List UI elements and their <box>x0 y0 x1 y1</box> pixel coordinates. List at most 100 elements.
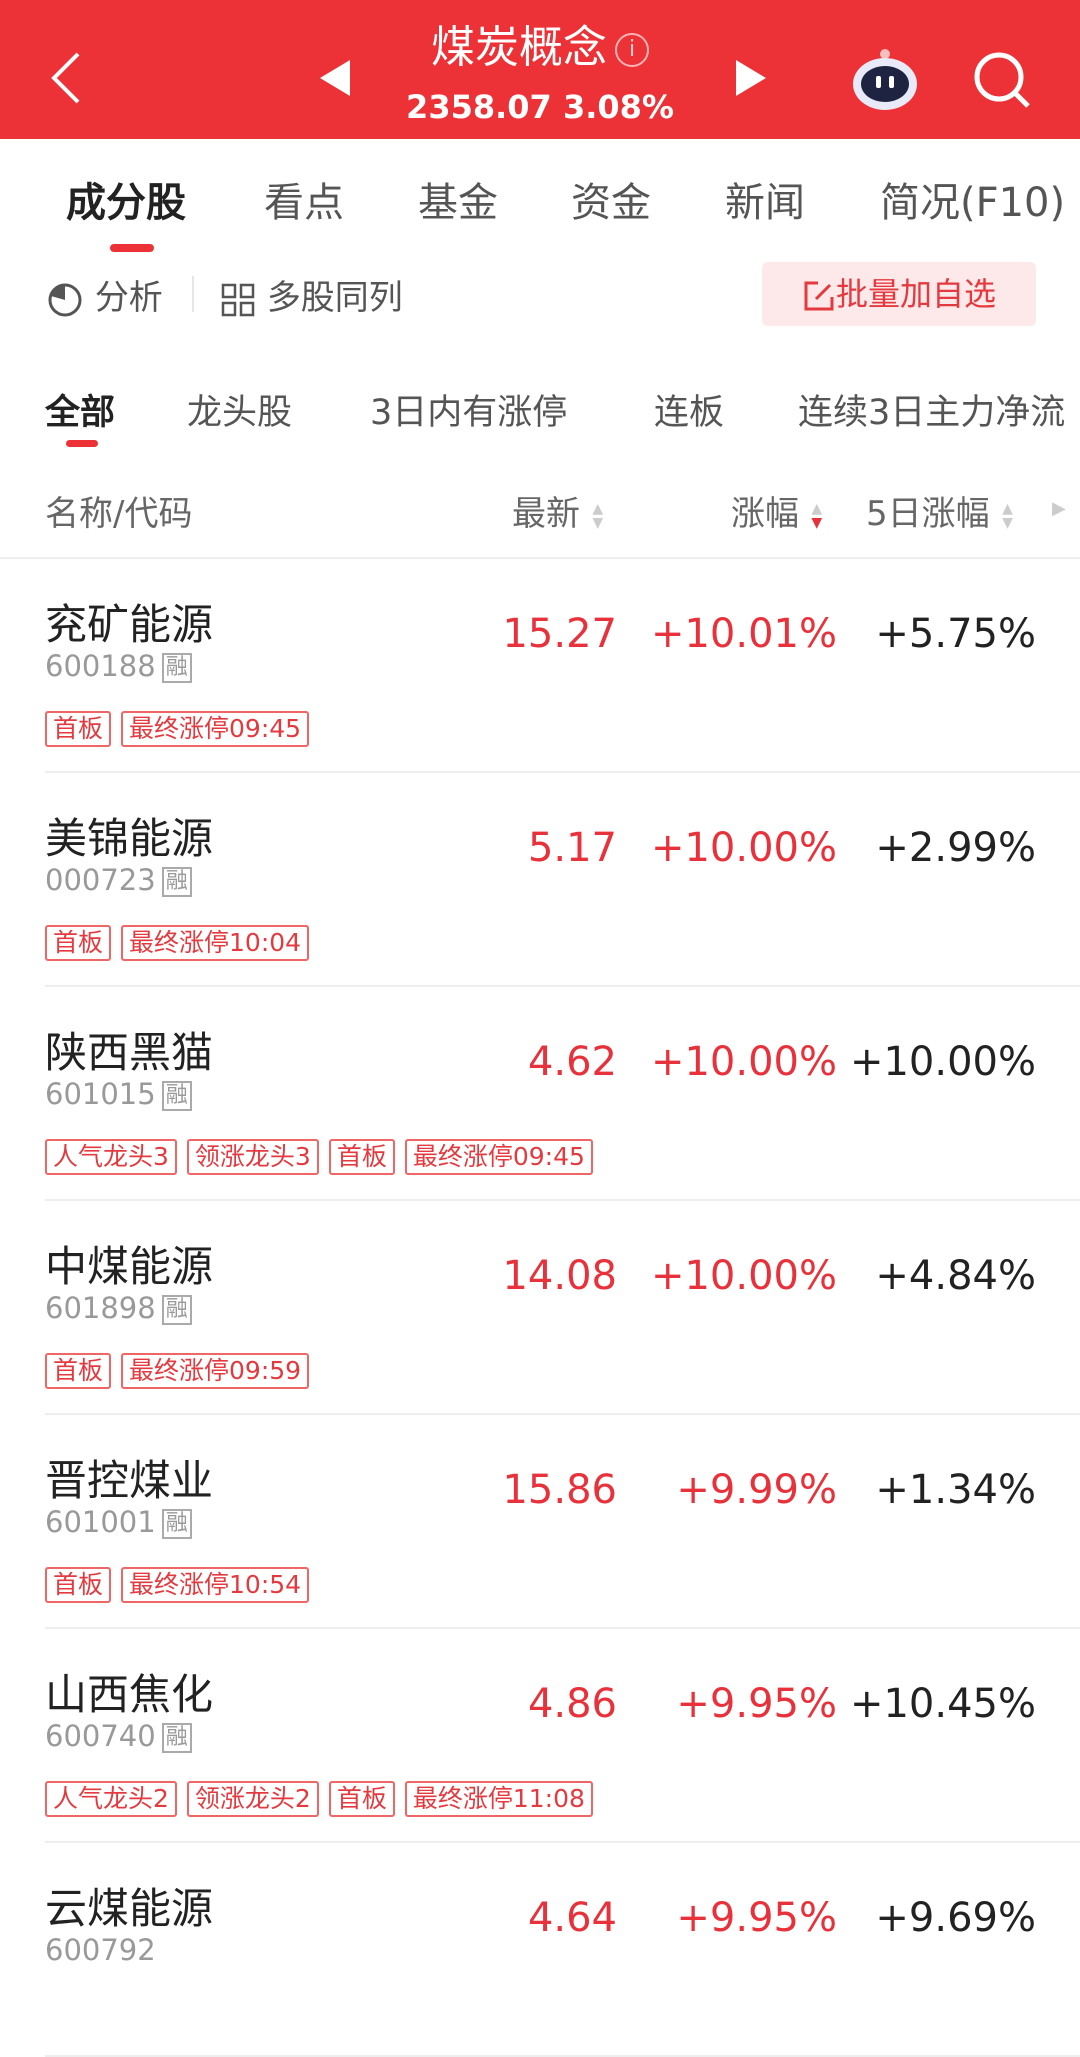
stock-code-wrap: 600792 <box>45 1933 156 1967</box>
filter-tabs: 全部 龙头股 3日内有涨停 连板 连续3日主力净流 <box>0 384 1080 434</box>
margin-badge: 融 <box>161 1723 192 1753</box>
tag-badge: 首板 <box>45 925 112 961</box>
change-percent: +10.00% <box>650 1253 837 1299</box>
row-divider <box>45 1627 1080 1629</box>
table-row[interactable]: 陕西黑猫 601015 融 人气龙头3 领涨龙头3 首板 最终涨停09:45 4.62 … <box>0 987 1080 1201</box>
filter-net-inflow-3d[interactable]: 连续3日主力净流 <box>798 393 1066 433</box>
change-percent: +9.99% <box>676 1467 837 1513</box>
tag-list: 首板 最终涨停09:59 <box>45 1353 310 1389</box>
change-5d: +4.84% <box>875 1253 1036 1299</box>
margin-badge: 融 <box>161 653 192 683</box>
tag-badge: 最终涨停10:04 <box>121 925 310 961</box>
stock-code-wrap: 601898 融 <box>45 1291 192 1325</box>
edit-icon <box>804 281 834 311</box>
change-5d: +1.34% <box>875 1467 1036 1513</box>
index-quote: 2358.07 3.08% <box>0 88 1080 126</box>
table-row[interactable]: 兖矿能源 600188 融 首板 最终涨停09:45 15.27 +10.01% +… <box>0 559 1080 773</box>
robot-assistant-icon[interactable] <box>850 46 920 110</box>
scroll-right-icon[interactable]: ▶ <box>1052 498 1066 519</box>
table-row[interactable]: 美锦能源 000723 融 首板 最终涨停10:04 5.17 +10.00% +2… <box>0 773 1080 987</box>
filter-all[interactable]: 全部 <box>45 393 116 433</box>
filter-consecutive[interactable]: 连板 <box>654 393 725 433</box>
stock-code-wrap: 600188 融 <box>45 649 192 683</box>
row-divider <box>45 1199 1080 1201</box>
stock-code-wrap: 000723 融 <box>45 863 192 897</box>
tag-badge: 首板 <box>45 1567 112 1603</box>
pie-chart-icon <box>48 283 82 316</box>
tag-badge: 领涨龙头2 <box>186 1781 319 1817</box>
table-row[interactable]: 云煤能源 600792 4.64 +9.95% +9.69% <box>0 1843 1080 2057</box>
title-text: 煤炭概念 <box>431 22 607 73</box>
table-row[interactable]: 山西焦化 600740 融 人气龙头2 领涨龙头2 首板 最终涨停11:08 4.86 … <box>0 1629 1080 1843</box>
stock-code-wrap: 601015 融 <box>45 1077 192 1111</box>
tab-funds[interactable]: 基金 <box>418 180 498 226</box>
row-divider <box>45 1841 1080 1843</box>
filter-limit-up-3d[interactable]: 3日内有涨停 <box>370 393 568 433</box>
stock-code: 600792 <box>45 1933 156 1967</box>
stock-name: 晋控煤业 <box>45 1456 214 1505</box>
tag-list: 首板 最终涨停10:04 <box>45 925 310 961</box>
column-latest-sort[interactable]: 最新 ▲ ▼ <box>512 486 605 535</box>
tab-news[interactable]: 新闻 <box>725 180 805 226</box>
stock-code: 601015 <box>45 1077 156 1111</box>
main-tabs: 成分股 看点 基金 资金 新闻 简况(F10) <box>0 170 1080 230</box>
row-divider <box>45 985 1080 987</box>
next-arrow-icon[interactable] <box>734 58 768 98</box>
filter-leaders[interactable]: 龙头股 <box>187 393 293 433</box>
tag-badge: 最终涨停09:45 <box>121 711 310 747</box>
tag-badge: 首板 <box>45 711 112 747</box>
info-icon[interactable]: i <box>615 33 649 67</box>
tag-badge: 首板 <box>328 1781 395 1817</box>
stock-code-wrap: 601001 融 <box>45 1505 192 1539</box>
column-change5d-sort[interactable]: 5日涨幅 ▲ ▼ <box>866 486 1014 535</box>
header-divider <box>0 557 1080 559</box>
prev-arrow-icon[interactable] <box>318 58 352 98</box>
change-percent: +9.95% <box>676 1895 837 1941</box>
sort-icon: ▲ ▼ <box>1002 500 1013 531</box>
tab-f10[interactable]: 简况(F10) <box>880 180 1066 226</box>
change-5d: +9.69% <box>875 1895 1036 1941</box>
stock-name: 陕西黑猫 <box>45 1028 214 1077</box>
column-change-sort[interactable]: 涨幅 ▲ ▼ <box>731 486 824 535</box>
tab-constituents[interactable]: 成分股 <box>66 180 186 226</box>
change-percent: +9.95% <box>676 1681 837 1727</box>
row-divider <box>45 771 1080 773</box>
tab-indicator <box>110 244 154 252</box>
stock-code: 600740 <box>45 1719 156 1753</box>
tag-badge: 领涨龙头3 <box>186 1139 319 1175</box>
change-5d: +5.75% <box>875 611 1036 657</box>
stock-code: 000723 <box>45 863 156 897</box>
margin-badge: 融 <box>161 1081 192 1111</box>
batch-add-watchlist-button[interactable]: 批量加自选 <box>762 262 1036 326</box>
latest-price: 15.86 <box>502 1467 617 1513</box>
index-change: 3.08% <box>562 88 674 126</box>
sort-icon: ▲ ▼ <box>592 500 604 531</box>
batch-add-label: 批量加自选 <box>835 275 996 313</box>
tag-badge: 人气龙头2 <box>45 1781 177 1817</box>
divider <box>192 276 194 312</box>
latest-price: 5.17 <box>527 825 617 871</box>
latest-price: 4.86 <box>527 1681 617 1727</box>
change-percent: +10.00% <box>650 825 837 871</box>
stock-name: 美锦能源 <box>45 814 214 863</box>
analysis-button[interactable]: 分析 <box>46 270 163 319</box>
tag-badge: 最终涨停10:54 <box>121 1567 310 1603</box>
multi-stock-button[interactable]: 多股同列 <box>220 270 403 319</box>
table-row[interactable]: 晋控煤业 601001 融 首板 最终涨停10:54 15.86 +9.99% +1… <box>0 1415 1080 1629</box>
tag-badge: 首板 <box>45 1353 112 1389</box>
latest-price: 4.64 <box>527 1895 617 1941</box>
latest-price: 14.08 <box>502 1253 617 1299</box>
top-bar: 煤炭概念 i 2358.07 3.08% <box>0 0 1080 139</box>
stock-name: 云煤能源 <box>45 1884 214 1933</box>
tab-capital[interactable]: 资金 <box>571 180 651 226</box>
tab-highlights[interactable]: 看点 <box>264 180 344 226</box>
filter-indicator <box>66 440 98 447</box>
margin-badge: 融 <box>161 1295 192 1325</box>
back-icon[interactable] <box>48 50 82 106</box>
row-divider <box>45 1413 1080 1415</box>
tag-list: 首板 最终涨停09:45 <box>45 711 310 747</box>
table-row[interactable]: 中煤能源 601898 融 首板 最终涨停09:59 14.08 +10.00% +… <box>0 1201 1080 1415</box>
tag-badge: 最终涨停11:08 <box>404 1781 593 1817</box>
search-icon[interactable] <box>972 50 1032 110</box>
tag-badge: 最终涨停09:45 <box>404 1139 593 1175</box>
